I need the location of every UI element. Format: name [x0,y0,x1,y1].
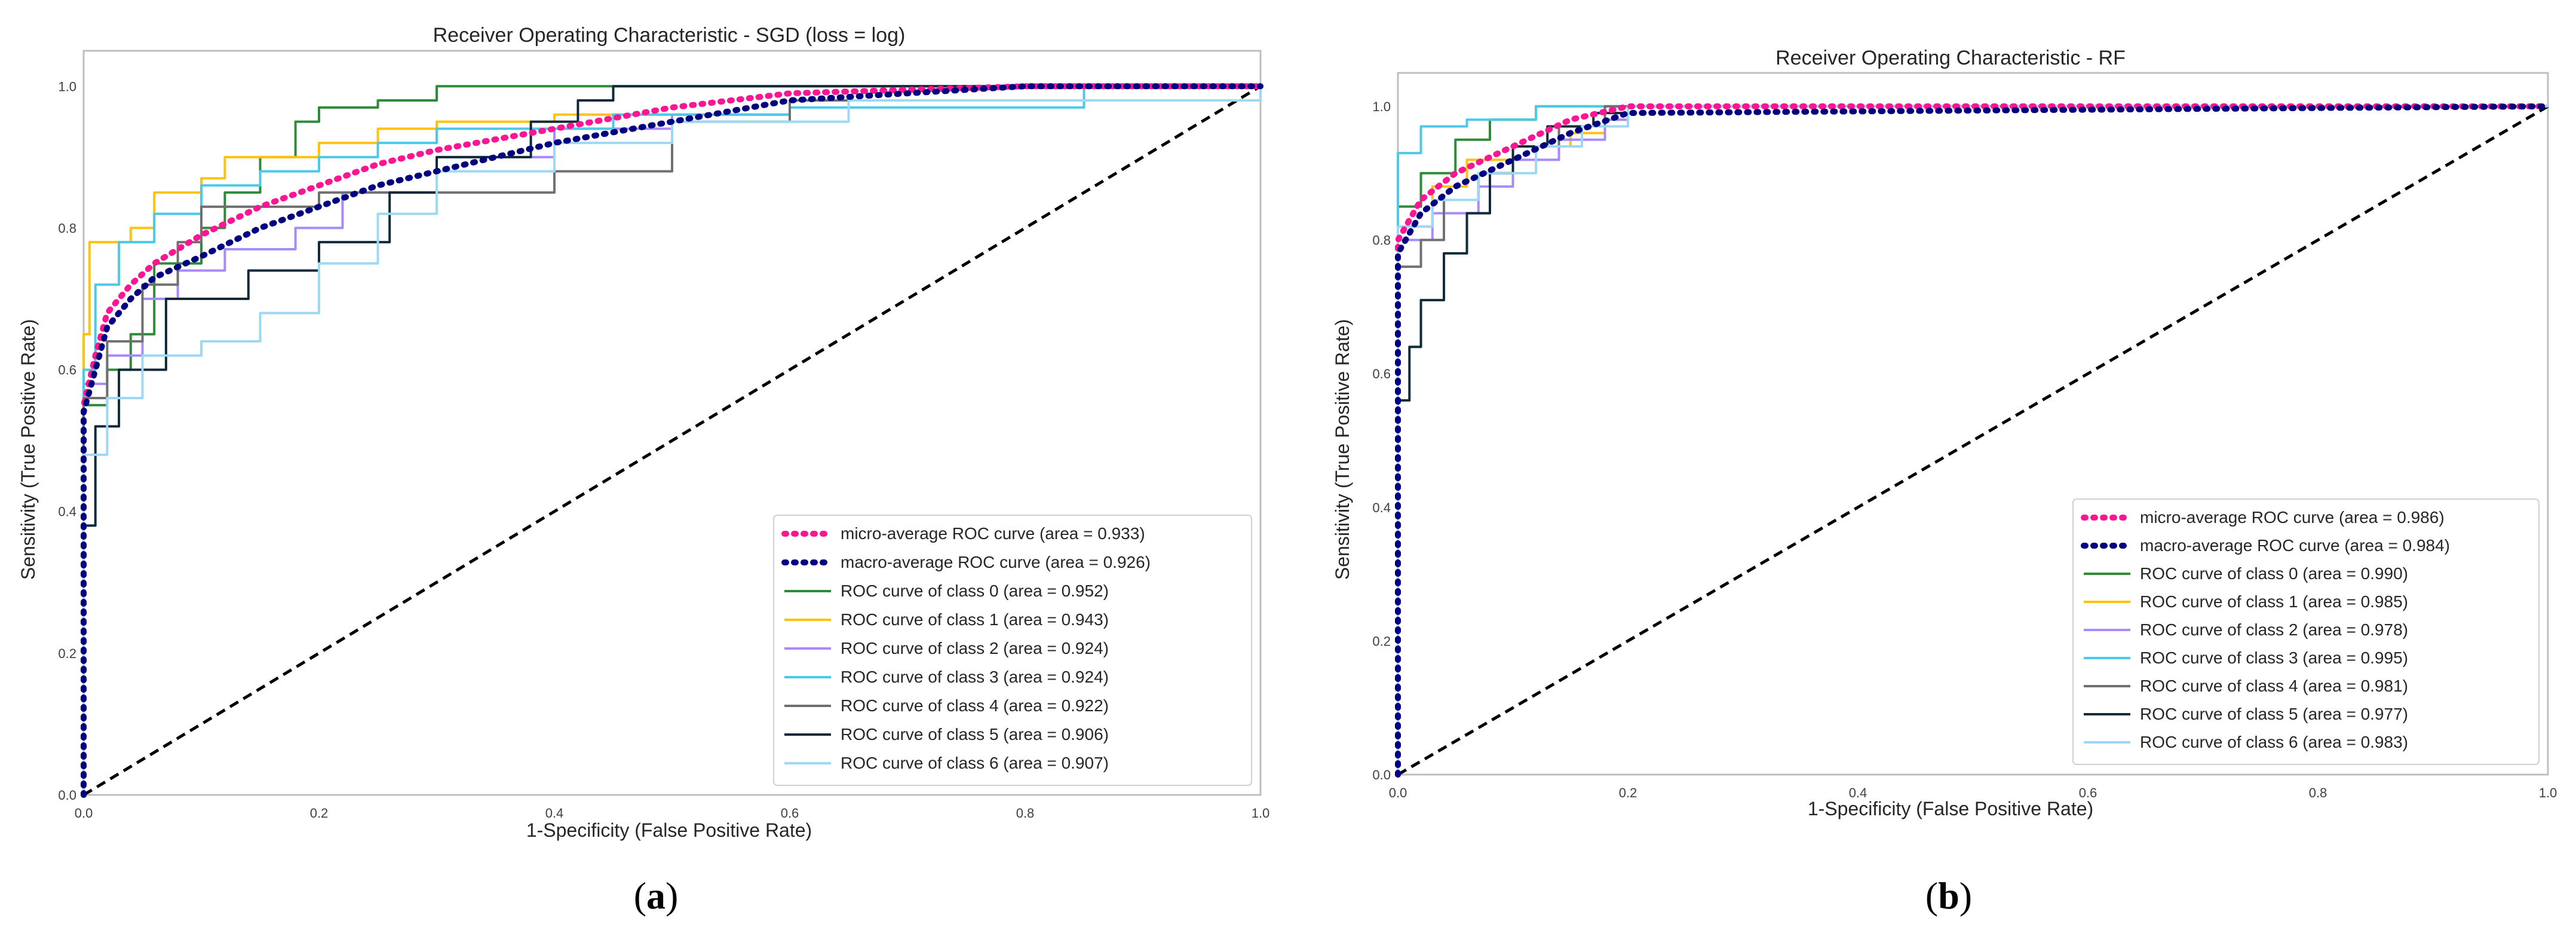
y-axis-label: Sensitivity (True Positive Rate) [17,319,39,580]
roc-curve-class-6 [1397,105,2548,775]
x-axis-label: 1-Specificity (False Positive Rate) [1808,798,2093,819]
legend-entry: ROC curve of class 3 (area = 0.924) [841,668,1109,686]
legend-entry: ROC curve of class 5 (area = 0.906) [841,725,1109,744]
legend-entry: ROC curve of class 2 (area = 0.978) [2140,620,2408,639]
legend-entry: micro-average ROC curve (area = 0.933) [841,524,1145,543]
y-tick-label: 0.4 [58,504,76,519]
y-tick-label: 0.4 [1372,500,1391,515]
roc-curve-class-5 [1397,105,2548,775]
y-tick-label: 1.0 [1372,99,1391,114]
chart-title: Receiver Operating Characteristic - SGD … [433,24,906,47]
caption-a-letter: a [646,874,666,917]
legend [2072,498,2540,765]
x-axis-label: 1-Specificity (False Positive Rate) [526,819,812,841]
x-tick-label: 0.8 [2309,785,2327,800]
legend-entry: ROC curve of class 3 (area = 0.995) [2140,648,2408,667]
legend-entry: ROC curve of class 4 (area = 0.922) [841,696,1109,715]
y-tick-label: 0.6 [58,363,76,378]
roc-curve-class-5 [82,85,1261,795]
y-tick-label: 0.6 [1372,366,1391,381]
legend-entry: ROC curve of class 2 (area = 0.924) [841,639,1109,657]
x-tick-label: 0.2 [310,806,329,821]
y-tick-label: 0.8 [1372,233,1391,248]
chance-diagonal-line [82,85,1262,797]
y-tick-label: 0.2 [1372,634,1391,648]
macro-average-curve [81,83,1264,798]
x-tick-label: 0.4 [1849,785,1867,800]
legend [773,515,1252,786]
x-tick-label: 0.8 [1016,806,1035,821]
micro-average-curve [1395,103,2551,778]
y-tick-label: 0.0 [58,788,76,803]
x-tick-label: 0.6 [781,806,799,821]
legend-entry: ROC curve of class 1 (area = 0.943) [841,610,1109,629]
x-tick-label: 1.0 [1252,806,1270,821]
legend-entry: macro-average ROC curve (area = 0.984) [2140,536,2450,555]
caption-b: (b) [1925,874,1972,917]
legend-entry: ROC curve of class 1 (area = 0.985) [2140,592,2408,611]
y-axis-label: Sensitivity (True Positive Rate) [1332,319,1353,580]
roc-curve-class-6 [82,86,1262,795]
x-tick-label: 0.4 [545,806,564,821]
caption-b-letter: b [1938,874,1959,917]
legend-entry: macro-average ROC curve (area = 0.926) [841,553,1151,571]
legend-entry: ROC curve of class 0 (area = 0.952) [841,582,1109,600]
micro-average-curve [81,83,1264,798]
y-tick-label: 0.0 [1372,767,1391,782]
x-tick-label: 0.0 [1389,785,1407,800]
chance-diagonal-line [1397,105,2549,776]
legend-entry: ROC curve of class 4 (area = 0.981) [2140,677,2408,695]
legend-entry: ROC curve of class 6 (area = 0.983) [2140,733,2408,751]
legend-entry: ROC curve of class 5 (area = 0.977) [2140,705,2408,723]
chart-sgd: Receiver Operating Characteristic - SGD … [17,24,1269,841]
chart-rf: Receiver Operating Characteristic - RF 1… [1332,47,2557,819]
x-tick-label: 1.0 [2539,785,2557,800]
y-tick-label: 0.8 [58,221,76,235]
y-tick-label: 0.2 [58,646,76,661]
x-tick-label: 0.2 [1619,785,1637,800]
macro-average-curve [1395,103,2551,778]
chart-title: Receiver Operating Characteristic - RF [1775,47,2126,69]
x-tick-label: 0.6 [2079,785,2097,800]
legend-entry: ROC curve of class 0 (area = 0.990) [2140,564,2408,583]
caption-a: (a) [634,874,679,917]
roc-curve-class-3 [1397,105,2548,775]
y-tick-label: 1.0 [58,79,76,94]
x-tick-label: 0.0 [75,806,93,821]
legend-entry: micro-average ROC curve (area = 0.986) [2140,508,2445,527]
legend-entry: ROC curve of class 6 (area = 0.907) [841,754,1109,772]
